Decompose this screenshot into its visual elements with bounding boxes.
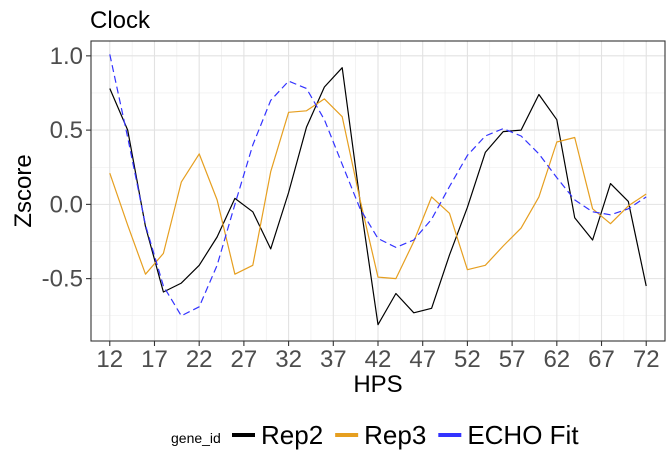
series-line-rep2	[109, 67, 647, 326]
x-axis-title: HPS	[353, 371, 402, 398]
x-tick-label: 47	[409, 346, 436, 373]
series-line-rep3	[109, 98, 647, 280]
y-axis-title: Zscore	[10, 154, 37, 227]
x-tick-label: 22	[186, 346, 213, 373]
x-tick-label: 17	[141, 346, 168, 373]
x-tick-label: 12	[96, 346, 123, 373]
legend-item-rep2: Rep2	[232, 420, 323, 450]
legend-title: gene_id	[171, 430, 221, 446]
legend-label: Rep3	[364, 420, 426, 450]
x-tick-label: 37	[320, 346, 347, 373]
y-tick-label: 0.5	[50, 117, 83, 144]
y-tick-label: 1.0	[50, 43, 83, 70]
x-tick-label: 52	[454, 346, 481, 373]
series-line-echo-fit	[109, 54, 647, 317]
series-lines	[109, 54, 647, 326]
x-tick-label: 72	[633, 346, 660, 373]
x-tick-label: 32	[275, 346, 302, 373]
legend: gene_id Rep2 Rep3 ECHO Fit	[171, 420, 579, 450]
y-tick-label: -0.5	[42, 266, 83, 293]
x-tick-label: 62	[543, 346, 570, 373]
x-tick-label: 57	[499, 346, 526, 373]
legend-item-rep3: Rep3	[335, 420, 426, 450]
legend-item-echo-fit: ECHO Fit	[438, 420, 579, 450]
x-axis: 12 17 22 27 32 37 42 47 52 57 62 67 72	[96, 341, 660, 373]
x-tick-label: 42	[365, 346, 392, 373]
legend-label: Rep2	[261, 420, 323, 450]
x-tick-label: 67	[588, 346, 615, 373]
legend-label: ECHO Fit	[467, 420, 579, 450]
chart-title: Clock	[90, 7, 151, 34]
y-axis: -0.5 0.0 0.5 1.0	[42, 43, 91, 293]
major-gridlines	[91, 41, 665, 341]
y-tick-label: 0.0	[50, 191, 83, 218]
x-tick-label: 27	[231, 346, 258, 373]
